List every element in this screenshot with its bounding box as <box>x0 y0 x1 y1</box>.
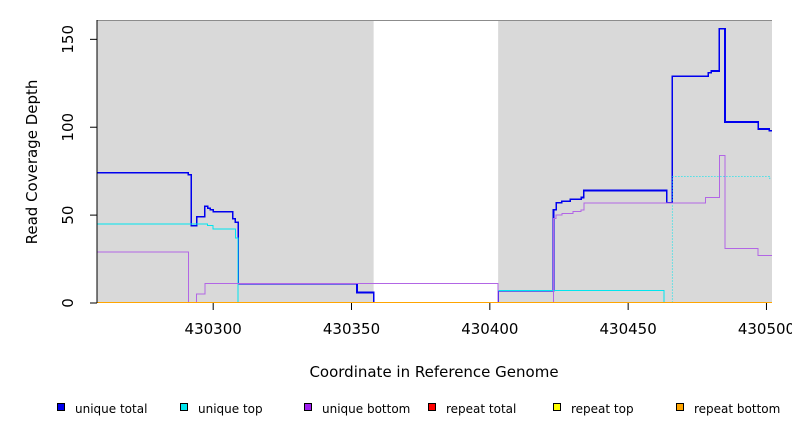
series-line-unique-bottom <box>97 154 772 303</box>
legend-swatch-unique-top <box>180 403 188 411</box>
x-tick-label: 430500 <box>738 320 792 338</box>
legend-label-repeat-top: repeat top <box>571 402 634 416</box>
x-axis-title: Coordinate in Reference Genome <box>309 363 558 381</box>
legend-swatch-unique-bottom <box>304 403 312 411</box>
legend-label-repeat-bottom: repeat bottom <box>694 402 780 416</box>
y-axis-title: Read Coverage Depth <box>23 80 41 245</box>
legend-label-repeat-total: repeat total <box>446 402 516 416</box>
shaded-region-2 <box>498 20 772 303</box>
x-tick-label: 430450 <box>600 320 657 338</box>
y-tick-label: 50 <box>59 206 77 225</box>
legend-swatch-repeat-top <box>553 403 561 411</box>
legend: unique total unique top unique bottom repea… <box>57 402 780 416</box>
y-tick-label: 0 <box>59 298 77 308</box>
legend-swatch-unique-total <box>57 403 65 411</box>
legend-label-unique-bottom: unique bottom <box>322 402 410 416</box>
x-tick-label: 430300 <box>185 320 242 338</box>
legend-swatch-repeat-total <box>428 403 436 411</box>
y-tick-label: 100 <box>59 113 77 142</box>
legend-swatch-repeat-bottom <box>676 403 684 411</box>
series-layer <box>97 27 772 303</box>
legend-label-unique-total: unique total <box>75 402 147 416</box>
legend-label-unique-top: unique top <box>198 402 263 416</box>
y-tick-label: 150 <box>59 25 77 54</box>
axes-layer: 0 50 100 150 430300 430350 430400 430450 430500 <box>59 20 792 338</box>
x-tick-label: 430350 <box>323 320 380 338</box>
x-tick-label: 430400 <box>461 320 518 338</box>
plot-background <box>97 20 772 303</box>
shaded-region-1 <box>97 20 374 303</box>
